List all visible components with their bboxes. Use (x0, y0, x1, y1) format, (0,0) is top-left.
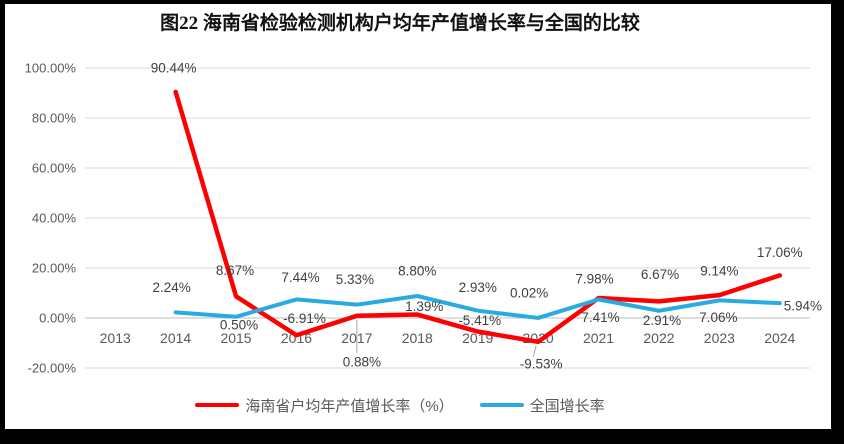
x-tick-label: 2021 (583, 330, 614, 346)
data-label: 9.14% (700, 264, 738, 279)
data-label: 8.80% (398, 264, 436, 279)
y-tick-label: 60.00% (32, 161, 77, 176)
frame-border-bottom (0, 429, 844, 444)
data-label: -9.53% (520, 356, 563, 371)
data-label: 0.02% (510, 285, 548, 300)
data-label: 0.50% (220, 317, 258, 332)
data-label: 2.91% (643, 313, 681, 328)
x-tick-label: 2022 (643, 330, 674, 346)
data-label: 7.06% (699, 310, 737, 325)
y-tick-label: 20.00% (32, 261, 77, 276)
legend-item-hainan: 海南省户均年产值增长率（%） (195, 395, 454, 416)
legend-line-swatch-blue (479, 402, 524, 408)
data-label: 7.98% (575, 272, 613, 287)
data-label: 8.67% (216, 263, 254, 278)
chart-title: 图22 海南省检验检测机构户均年产值增长率与全国的比较 (160, 13, 640, 34)
label-leader-line (532, 345, 537, 357)
data-label: 0.88% (343, 354, 381, 369)
data-label: 7.41% (581, 310, 619, 325)
data-label: 5.33% (336, 272, 374, 287)
frame-border-top (0, 0, 844, 4)
data-label: 17.06% (757, 245, 803, 260)
frame-border-right (831, 0, 844, 444)
legend-line-swatch-red (195, 402, 240, 408)
x-tick-label: 2014 (160, 330, 191, 346)
x-tick-label: 2015 (220, 330, 251, 346)
legend-label-national: 全国增长率 (529, 397, 605, 415)
data-label: 1.39% (405, 299, 443, 314)
y-tick-label: 0.00% (39, 311, 76, 326)
data-label: -5.41% (458, 313, 501, 328)
legend: 海南省户均年产值增长率（%） 全国增长率 (0, 393, 800, 417)
y-tick-label: -20.00% (28, 361, 77, 376)
y-tick-label: 40.00% (32, 211, 77, 226)
data-label: 5.94% (784, 299, 822, 314)
series-line-hainan (173, 89, 783, 345)
data-label: 2.24% (152, 280, 190, 295)
x-tick-label: 2023 (704, 330, 735, 346)
legend-item-national: 全国增长率 (479, 395, 605, 416)
data-label: -6.91% (283, 311, 326, 326)
y-tick-label: 80.00% (32, 111, 77, 126)
data-label: 6.67% (641, 267, 679, 282)
frame-border-left (0, 0, 5, 444)
series-line-national (173, 294, 782, 320)
legend-label-hainan: 海南省户均年产值增长率（%） (245, 397, 454, 415)
x-tick-label: 2013 (100, 330, 131, 346)
x-tick-label: 2024 (764, 330, 795, 346)
data-label: 90.44% (151, 60, 197, 75)
data-label: 2.93% (459, 280, 497, 295)
y-tick-label: 100.00% (25, 61, 77, 76)
data-label: 7.44% (281, 270, 319, 285)
x-tick-label: 2018 (402, 330, 433, 346)
